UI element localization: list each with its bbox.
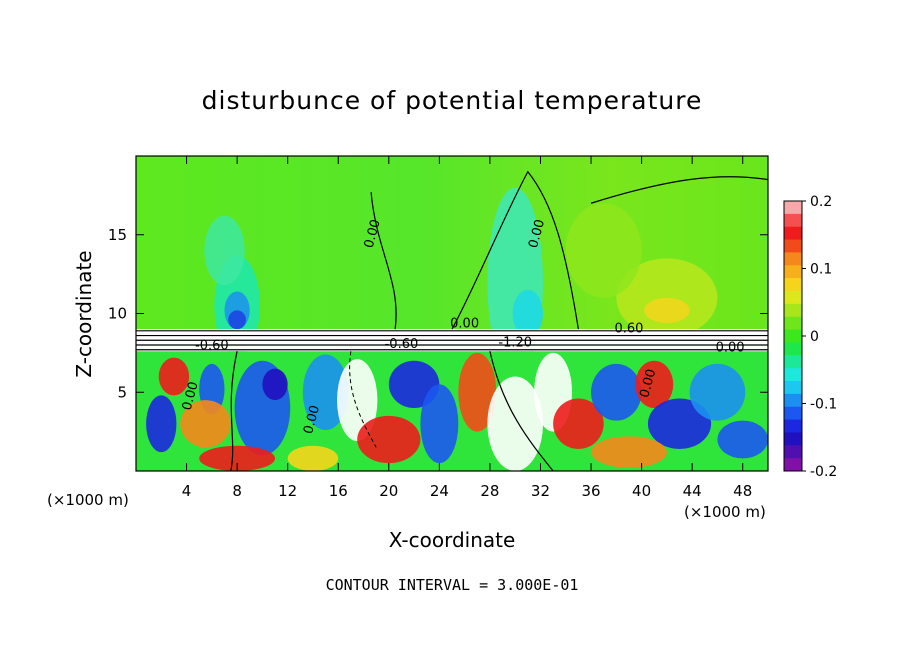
contour-interval-note: CONTOUR INTERVAL = 3.000E-01 <box>325 576 579 594</box>
contour-line <box>489 351 554 471</box>
colorbar: 0.2 0.1 0 -0.1 -0.2 <box>783 194 837 480</box>
colorbar-swatch <box>784 419 802 433</box>
field-blob <box>487 376 544 471</box>
field-blob <box>146 395 177 453</box>
y-axis: 5 10 15 <box>108 226 768 401</box>
temperature-field <box>136 156 768 471</box>
field-blob <box>458 352 497 432</box>
contour-line <box>230 351 238 471</box>
colorbar-swatch <box>784 239 802 253</box>
field-blob <box>336 359 378 442</box>
colorbar-tick-label: 0.1 <box>810 262 832 278</box>
field-blob <box>565 203 642 298</box>
colorbar-tick-label: -0.1 <box>810 397 837 413</box>
colorbar-swatch <box>784 406 802 421</box>
field-blob <box>180 400 231 448</box>
colorbar-swatch <box>784 432 802 446</box>
contour-label: 0.00 <box>716 340 745 355</box>
colorbar-tick-label: 0 <box>810 329 819 345</box>
y-tick-label: 15 <box>108 226 127 244</box>
field-blob <box>512 289 544 338</box>
x-tick-label: 8 <box>232 482 242 500</box>
contour-label: -1.20 <box>498 336 532 351</box>
contour-line <box>349 351 377 448</box>
colorbar-swatch <box>784 265 802 279</box>
contour-label: 0.00 <box>301 404 323 436</box>
colorbar-swatch <box>784 329 802 343</box>
field-blob <box>204 215 245 286</box>
x-axis: 4 8 12 16 20 24 28 32 36 40 44 48 <box>182 156 752 500</box>
field-blob <box>553 398 604 449</box>
field-blob <box>616 258 718 338</box>
contour-label: 0.00 <box>526 218 548 250</box>
colorbar-swatch <box>784 278 802 292</box>
contour-label: 0.00 <box>637 368 659 400</box>
x-tick-label: 4 <box>182 482 192 500</box>
field-blob <box>199 445 276 471</box>
contour-label: 0.00 <box>450 317 479 332</box>
chart-title: disturbunce of potential temperature <box>201 86 703 115</box>
colorbar-swatch <box>784 316 802 331</box>
field-blob <box>689 363 746 421</box>
x-unit-label-left: (×1000 m) <box>47 491 129 509</box>
x-unit-label-right: (×1000 m) <box>684 503 766 521</box>
x-tick-label: 36 <box>581 482 600 500</box>
y-tick-label: 5 <box>117 383 127 401</box>
x-tick-label: 48 <box>733 482 752 500</box>
field-blob <box>262 368 288 401</box>
colorbar-swatch <box>784 213 802 228</box>
colorbar-swatch <box>784 342 802 356</box>
y-axis-label: Z-coordinate <box>72 250 96 377</box>
colorbar-tick-label: -0.2 <box>810 464 837 480</box>
colorbar-swatch <box>784 303 802 318</box>
field-blob <box>287 445 339 471</box>
field-blob <box>591 363 642 421</box>
field-blob <box>647 398 712 449</box>
x-tick-label: 40 <box>632 482 651 500</box>
contour-label: 0.60 <box>614 321 643 336</box>
contour-label: -0.60 <box>385 337 419 352</box>
x-tick-label: 28 <box>480 482 499 500</box>
contour-line <box>590 176 768 204</box>
x-tick-label: 44 <box>683 482 702 500</box>
x-tick-label: 32 <box>531 482 550 500</box>
field-blob <box>591 436 667 468</box>
colorbar-swatch <box>784 226 802 241</box>
contour-line <box>451 170 579 330</box>
contour-line <box>370 192 397 330</box>
field-blob <box>228 310 246 330</box>
contour-label: 0.00 <box>180 380 202 412</box>
colorbar-swatch <box>784 291 802 305</box>
colorbar-swatch <box>784 355 802 369</box>
field-blob <box>158 357 190 396</box>
field-blob <box>717 420 768 459</box>
contour-labels: 0.00 0.00 0.00 0.60 -0.60 -0.60 -1.20 0.00 0.00 0… <box>180 218 745 436</box>
contour-label: -0.60 <box>195 339 229 354</box>
colorbar-swatch <box>784 252 802 266</box>
colorbar-swatch <box>784 445 802 459</box>
colorbar-swatch <box>784 381 802 395</box>
colorbar-swatch <box>784 458 802 472</box>
x-axis-label: X-coordinate <box>389 528 516 552</box>
x-tick-label: 20 <box>379 482 398 500</box>
colorbar-swatch <box>784 201 802 215</box>
field-blob <box>357 415 421 464</box>
colorbar-tick-label: 0.2 <box>810 194 832 210</box>
field-blob <box>644 297 690 323</box>
x-tick-label: 16 <box>329 482 348 500</box>
x-tick-label: 24 <box>430 482 449 500</box>
colorbar-swatch <box>784 393 802 408</box>
field-blob <box>635 360 674 408</box>
colorbar-swatch <box>784 368 802 382</box>
contour-lines <box>136 170 768 471</box>
y-tick-label: 10 <box>108 305 127 323</box>
contour-label: 0.00 <box>362 218 384 250</box>
field-blob <box>302 354 349 431</box>
x-tick-label: 12 <box>278 482 297 500</box>
field-blob <box>420 384 459 464</box>
